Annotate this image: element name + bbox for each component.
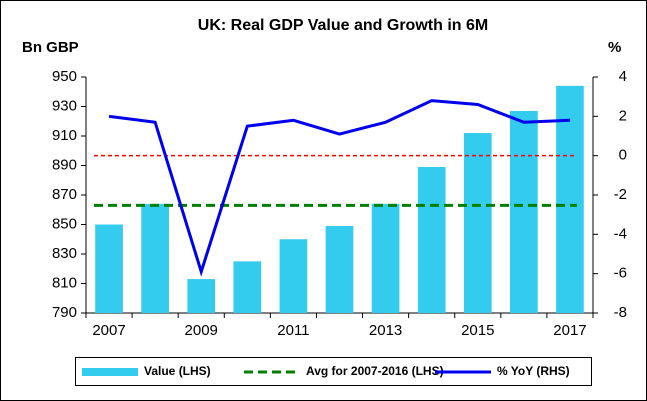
bar	[141, 203, 169, 313]
legend-label: Value (LHS)	[144, 364, 211, 378]
chart-title: UK: Real GDP Value and Growth in 6M	[198, 17, 488, 34]
y2-tick-label: -8	[614, 304, 627, 321]
y-tick-label: 790	[52, 304, 77, 321]
x-tick-label: 2011	[277, 322, 309, 339]
bar	[279, 239, 308, 313]
bar	[325, 225, 354, 313]
y2-tick-label: -4	[614, 225, 627, 242]
yoy-line	[108, 99, 571, 277]
y2-tick-label: -6	[614, 265, 627, 282]
x-tick-label: 2013	[369, 322, 402, 339]
y2-tick-label: 0	[619, 147, 627, 164]
y-tick-label: 930	[52, 97, 77, 114]
bar	[187, 279, 216, 313]
bar	[417, 166, 446, 313]
y2-tick-label: 2	[619, 107, 627, 124]
legend-swatch	[82, 368, 138, 376]
y2-axis-title: %	[608, 39, 621, 56]
y-tick-label: 950	[52, 68, 77, 85]
bar	[233, 261, 262, 313]
legend-box	[75, 357, 592, 386]
legend-label: Avg for 2007-2016 (LHS)	[306, 364, 444, 378]
y-tick-label: 810	[52, 274, 77, 291]
y-axis-title: Bn GBP	[22, 39, 79, 56]
x-tick-label: 2015	[461, 322, 494, 339]
y-tick-label: 850	[52, 215, 77, 232]
y-tick-label: 890	[52, 156, 77, 173]
bar	[510, 110, 538, 313]
x-tick-label: 2007	[92, 322, 125, 339]
y2-tick-label: 4	[619, 68, 627, 85]
y-tick-label: 830	[52, 245, 77, 262]
bar	[95, 224, 123, 313]
x-tick-label: 2017	[553, 322, 586, 339]
bar	[463, 133, 492, 313]
y-tick-label: 910	[52, 127, 77, 144]
y2-tick-label: -2	[614, 186, 627, 203]
bar	[371, 203, 400, 313]
y-tick-label: 870	[52, 186, 77, 203]
bar	[556, 85, 584, 313]
x-tick-label: 2009	[185, 322, 218, 339]
legend-label: % YoY (RHS)	[497, 364, 570, 378]
